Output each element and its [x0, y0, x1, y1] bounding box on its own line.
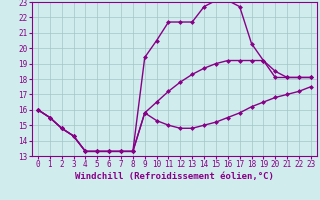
X-axis label: Windchill (Refroidissement éolien,°C): Windchill (Refroidissement éolien,°C)	[75, 172, 274, 181]
